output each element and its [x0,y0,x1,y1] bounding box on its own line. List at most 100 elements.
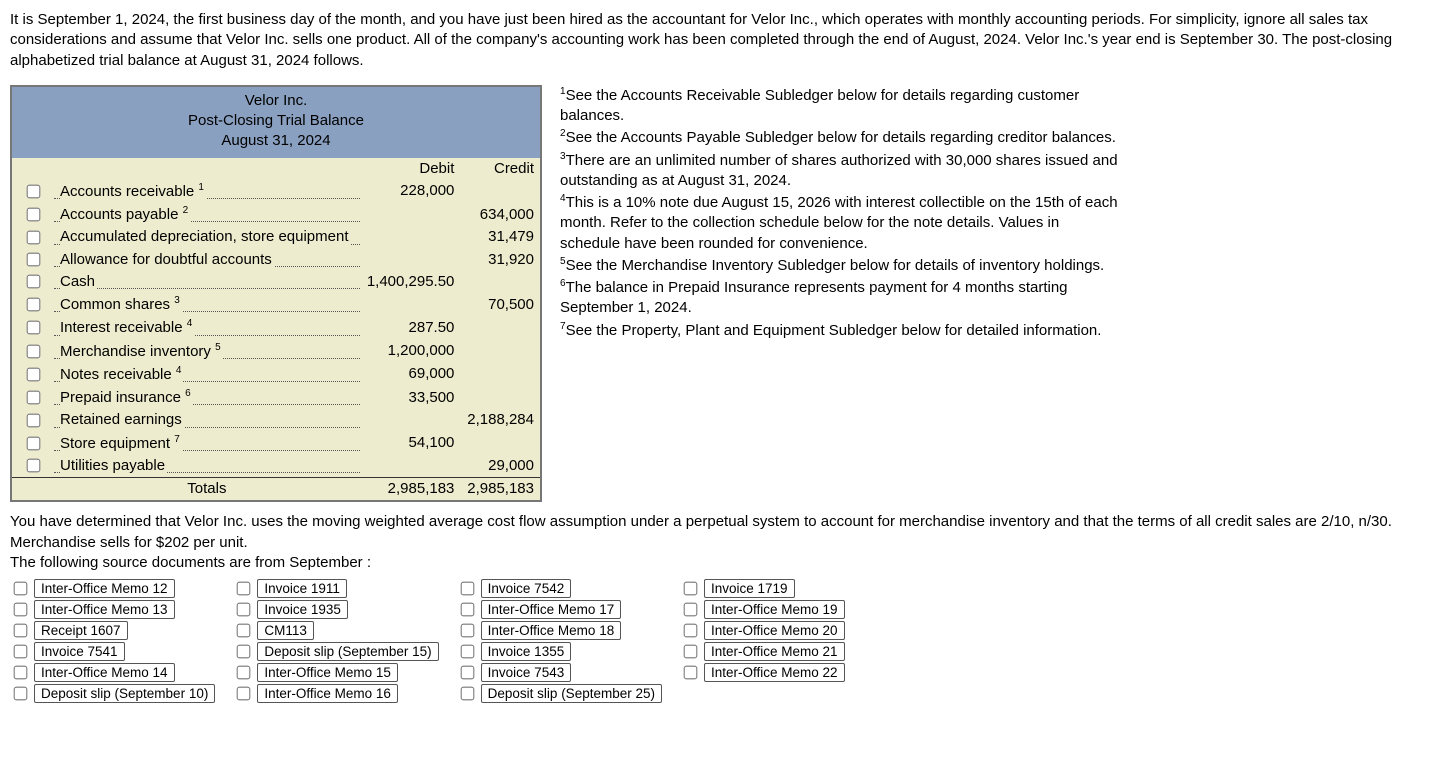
table-row: Prepaid insurance 633,500 [12,386,540,409]
doc-button[interactable]: Invoice 7541 [34,642,125,661]
row-checkbox[interactable] [27,230,41,244]
doc-checkbox[interactable] [14,687,28,701]
trial-balance-table: Debit Credit Accounts receivable 1228,00… [12,158,540,501]
row-checkbox[interactable] [27,321,41,335]
doc-checkbox[interactable] [237,687,251,701]
doc-button[interactable]: Invoice 1719 [704,579,795,598]
doc-checkbox[interactable] [14,582,28,596]
doc-item: Deposit slip (September 10) [10,684,215,703]
para2-line2: The following source documents are from … [10,554,371,571]
doc-item: Inter-Office Memo 16 [233,684,438,703]
doc-item: Inter-Office Memo 14 [10,663,215,682]
doc-item: Inter-Office Memo 18 [457,621,662,640]
account-name: Prepaid insurance 6 [54,386,360,409]
doc-checkbox[interactable] [237,603,251,617]
doc-checkbox[interactable] [684,603,698,617]
doc-item: Inter-Office Memo 19 [680,600,845,619]
credit-value [460,271,540,293]
doc-checkbox[interactable] [14,645,28,659]
doc-button[interactable]: Inter-Office Memo 22 [704,663,845,682]
doc-button[interactable]: Receipt 1607 [34,621,128,640]
doc-checkbox[interactable] [460,666,474,680]
credit-value: 29,000 [460,455,540,478]
totals-label: Totals [54,478,360,501]
doc-checkbox[interactable] [237,582,251,596]
doc-item: Inter-Office Memo 12 [10,579,215,598]
doc-button[interactable]: Deposit slip (September 25) [481,684,662,703]
doc-checkbox[interactable] [237,645,251,659]
debit-value: 69,000 [360,363,461,386]
footnote: 4This is a 10% note due August 15, 2026 … [560,192,1120,254]
doc-button[interactable]: Deposit slip (September 15) [257,642,438,661]
doc-item: Receipt 1607 [10,621,215,640]
doc-checkbox[interactable] [237,666,251,680]
doc-checkbox[interactable] [460,687,474,701]
credit-value: 634,000 [460,203,540,226]
doc-button[interactable]: Invoice 1935 [257,600,348,619]
row-checkbox[interactable] [27,253,41,267]
doc-button[interactable]: Inter-Office Memo 15 [257,663,398,682]
debit-value: 54,100 [360,432,461,455]
doc-checkbox[interactable] [14,624,28,638]
doc-item [680,684,845,703]
doc-button[interactable]: CM113 [257,621,314,640]
footnote: 5See the Merchandise Inventory Subledger… [560,255,1120,276]
row-checkbox[interactable] [27,184,41,198]
doc-button[interactable]: Inter-Office Memo 13 [34,600,175,619]
doc-button[interactable]: Inter-Office Memo 19 [704,600,845,619]
credit-value: 31,920 [460,249,540,271]
doc-button[interactable]: Invoice 7543 [481,663,572,682]
row-checkbox[interactable] [27,275,41,289]
doc-button[interactable]: Inter-Office Memo 20 [704,621,845,640]
doc-button[interactable]: Deposit slip (September 10) [34,684,215,703]
doc-button[interactable]: Invoice 1355 [481,642,572,661]
footnote: 2See the Accounts Payable Subledger belo… [560,127,1120,148]
doc-checkbox[interactable] [684,582,698,596]
doc-checkbox[interactable] [14,666,28,680]
row-checkbox[interactable] [27,459,41,473]
account-name: Accounts payable 2 [54,203,360,226]
doc-item: Invoice 1935 [233,600,438,619]
table-row: Notes receivable 469,000 [12,363,540,386]
row-checkbox[interactable] [27,391,41,405]
row-checkbox[interactable] [27,436,41,450]
table-row: Interest receivable 4287.50 [12,316,540,339]
doc-button[interactable]: Inter-Office Memo 14 [34,663,175,682]
doc-checkbox[interactable] [684,666,698,680]
intro-paragraph: It is September 1, 2024, the first busin… [10,10,1424,71]
tb-date: August 31, 2024 [12,131,540,151]
account-name: Cash [54,271,360,293]
account-name: Store equipment 7 [54,432,360,455]
table-row: Cash 1,400,295.50 [12,271,540,293]
doc-button[interactable]: Inter-Office Memo 12 [34,579,175,598]
doc-checkbox[interactable] [460,624,474,638]
doc-checkbox[interactable] [460,603,474,617]
table-row: Utilities payable 29,000 [12,455,540,478]
doc-button[interactable]: Inter-Office Memo 21 [704,642,845,661]
account-name: Interest receivable 4 [54,316,360,339]
row-checkbox[interactable] [27,413,41,427]
row-checkbox[interactable] [27,298,41,312]
doc-button[interactable]: Inter-Office Memo 16 [257,684,398,703]
doc-checkbox[interactable] [237,624,251,638]
credit-value: 31,479 [460,226,540,248]
footnote: 7See the Property, Plant and Equipment S… [560,320,1120,341]
doc-checkbox[interactable] [460,582,474,596]
row-checkbox[interactable] [27,208,41,222]
debit-value: 287.50 [360,316,461,339]
doc-button[interactable]: Inter-Office Memo 18 [481,621,622,640]
row-checkbox[interactable] [27,344,41,358]
account-name: Merchandise inventory 5 [54,340,360,363]
col-header-debit: Debit [360,158,461,180]
doc-checkbox[interactable] [684,645,698,659]
doc-item: Invoice 7541 [10,642,215,661]
doc-checkbox[interactable] [684,624,698,638]
doc-checkbox[interactable] [460,645,474,659]
debit-value: 1,200,000 [360,340,461,363]
doc-button[interactable]: Invoice 1911 [257,579,347,598]
row-checkbox[interactable] [27,367,41,381]
doc-button[interactable]: Invoice 7542 [481,579,572,598]
doc-checkbox[interactable] [14,603,28,617]
doc-button[interactable]: Inter-Office Memo 17 [481,600,622,619]
doc-item: Invoice 1911 [233,579,438,598]
